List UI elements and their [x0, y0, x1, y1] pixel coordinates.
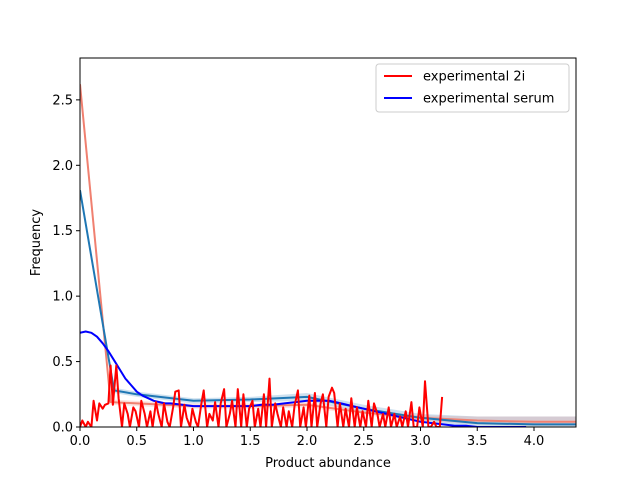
fit-line-2	[80, 84, 576, 423]
x-axis-title: Product abundance	[265, 456, 391, 471]
y-tick-label: 0.0	[52, 421, 73, 436]
x-tick-label: 0.5	[126, 434, 147, 449]
x-tick-label: 3.0	[410, 434, 431, 449]
legend: experimental 2i experimental serum	[375, 63, 570, 113]
axes-frame	[79, 57, 577, 428]
legend-label-serum: experimental serum	[423, 92, 554, 107]
x-tick-label: 4.0	[524, 434, 545, 449]
y-tick-label: 0.5	[52, 355, 73, 370]
y-axis-ticks: 0.0 0.5 1.0 1.5 2.0 2.5	[52, 93, 80, 436]
y-tick-label: 2.5	[52, 93, 73, 108]
x-tick-label: 0.0	[70, 434, 91, 449]
x-tick-label: 1.5	[240, 434, 261, 449]
x-axis-ticks: 0.0 0.5 1.0 1.5 2.0 2.5 3.0 3.5 4.0	[70, 427, 545, 449]
x-tick-label: 1.0	[183, 434, 204, 449]
confidence-band-0	[114, 387, 576, 427]
series-lines	[80, 84, 576, 427]
y-tick-label: 1.0	[52, 290, 73, 305]
legend-label-2i: experimental 2i	[423, 70, 525, 85]
y-axis-title: Frequency	[29, 209, 44, 276]
y-tick-label: 1.5	[52, 224, 73, 239]
x-tick-label: 2.0	[297, 434, 318, 449]
legend-box	[375, 63, 570, 113]
series-line-experimental-2i	[80, 364, 444, 427]
x-tick-label: 2.5	[353, 434, 374, 449]
y-tick-label: 2.0	[52, 159, 73, 174]
fit-line-3	[80, 190, 576, 426]
x-tick-label: 3.5	[467, 434, 488, 449]
